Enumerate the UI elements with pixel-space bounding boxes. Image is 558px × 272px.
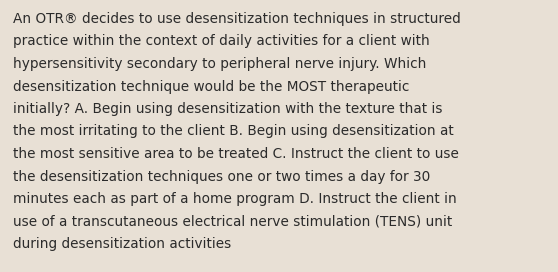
Text: desensitization technique would be the MOST therapeutic: desensitization technique would be the M… bbox=[13, 79, 410, 94]
Text: practice within the context of daily activities for a client with: practice within the context of daily act… bbox=[13, 35, 430, 48]
Text: hypersensitivity secondary to peripheral nerve injury. Which: hypersensitivity secondary to peripheral… bbox=[13, 57, 426, 71]
Text: An OTR® decides to use desensitization techniques in structured: An OTR® decides to use desensitization t… bbox=[13, 12, 461, 26]
Text: minutes each as part of a home program D. Instruct the client in: minutes each as part of a home program D… bbox=[13, 192, 457, 206]
Text: the most sensitive area to be treated C. Instruct the client to use: the most sensitive area to be treated C.… bbox=[13, 147, 459, 161]
Text: the desensitization techniques one or two times a day for 30: the desensitization techniques one or tw… bbox=[13, 169, 430, 184]
Text: initially? A. Begin using desensitization with the texture that is: initially? A. Begin using desensitizatio… bbox=[13, 102, 442, 116]
Text: during desensitization activities: during desensitization activities bbox=[13, 237, 231, 251]
Text: use of a transcutaneous electrical nerve stimulation (TENS) unit: use of a transcutaneous electrical nerve… bbox=[13, 215, 452, 228]
Text: the most irritating to the client B. Begin using desensitization at: the most irritating to the client B. Beg… bbox=[13, 125, 454, 138]
